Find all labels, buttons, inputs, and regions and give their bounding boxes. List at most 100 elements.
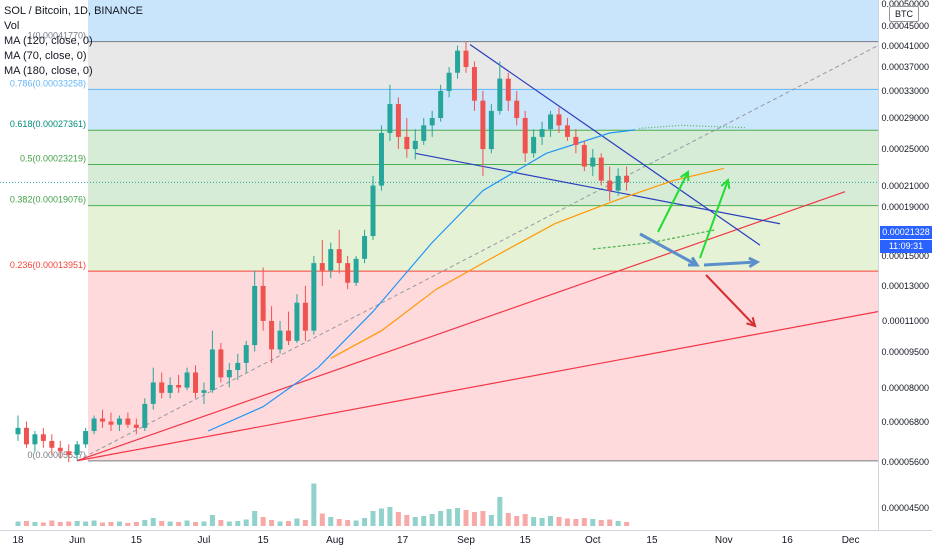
red-arrow-down [705, 274, 757, 328]
volume-bar [302, 520, 308, 526]
wedge-lower-line [414, 152, 781, 225]
volume-bar [362, 518, 368, 526]
candle-body [370, 185, 376, 237]
candle-body [514, 100, 520, 119]
candle-body [83, 431, 89, 445]
candle-body [497, 78, 503, 111]
fib-band [88, 205, 878, 272]
volume-bar [446, 509, 452, 526]
volume-bar [184, 520, 190, 526]
volume-bar [285, 521, 291, 526]
legend-vol[interactable]: Vol [4, 20, 20, 32]
blue-arrow-down-shaft [639, 232, 698, 267]
volume-bar [353, 520, 359, 526]
candle-body [429, 118, 435, 126]
chart-area[interactable]: 1(0.00041770) 0.786(0.00033258) 0.618(0.00… [0, 0, 878, 530]
time-tick-label: 16 [781, 535, 793, 546]
candle-body [505, 78, 511, 101]
candle-body [564, 125, 570, 137]
volume-bar [412, 517, 418, 526]
volume-bar [345, 520, 351, 526]
candle-body [176, 384, 182, 388]
volume-bar [235, 521, 241, 526]
candle-body [209, 349, 215, 391]
volume-bar [32, 522, 38, 526]
candle-body [471, 67, 477, 101]
fib-band-top [88, 0, 878, 42]
candle-body [581, 144, 587, 167]
candle-body [319, 263, 325, 271]
wedge-upper-line [469, 44, 761, 246]
candle-body [438, 90, 444, 119]
candle-body [100, 418, 106, 422]
volume-bar [252, 511, 258, 526]
candle-body [150, 382, 156, 404]
price-tick-label: 0.00029000 [881, 113, 929, 123]
volume-bar [176, 522, 182, 526]
candle-body [548, 114, 554, 130]
volume-bar [556, 517, 562, 526]
legend-ma120[interactable]: MA (120, close, 0) [4, 35, 93, 47]
support-trendline-lower [77, 311, 878, 462]
time-tick-label: Oct [585, 535, 601, 546]
price-tick-label: 0.00019000 [881, 201, 929, 212]
ma180-line [592, 229, 716, 250]
legend-title[interactable]: SOL / Bitcoin, 1D, BINANCE [4, 5, 143, 17]
green-arrow-right-shaft [699, 179, 729, 259]
blue-arrow-right [703, 256, 761, 269]
fib-level-label: 0.236(0.00013951) [10, 260, 86, 270]
price-axis[interactable]: 0.00050000 0.00045000 0.00041000 0.00037000… [878, 0, 932, 530]
price-tick-label: 0.00045000 [881, 21, 929, 32]
volume-bar [607, 519, 613, 526]
volume-bar [100, 522, 106, 526]
price-tick-label: 0.00025000 [881, 144, 929, 155]
volume-bar [142, 520, 148, 526]
volume-bar [531, 517, 537, 526]
currency-badge[interactable]: BTC [889, 6, 919, 22]
candle-body [167, 384, 173, 393]
candle-body [133, 424, 139, 428]
volume-bar [328, 517, 334, 526]
volume-bar [404, 515, 410, 526]
candle-body [421, 125, 427, 141]
volume-bar [57, 522, 63, 526]
blue-arrow-right-head [748, 256, 761, 269]
time-axis[interactable]: 18 Jun 15 Jul 15 Aug 17 Sep 15 Oct 15 Nov 16 Dec [0, 530, 932, 551]
candle-body [269, 320, 275, 350]
candle-body [116, 418, 122, 425]
bar-countdown-label: 11:09:31 [880, 240, 932, 253]
volume-bar [74, 521, 80, 526]
candle-body [91, 418, 97, 432]
candle-body [446, 72, 452, 91]
fib-level-label: 0.382(0.00019076) [10, 195, 86, 205]
volume-bar [598, 520, 604, 526]
volume-bar [150, 518, 156, 526]
green-arrow-left-head [680, 170, 690, 182]
candle-body [243, 345, 249, 363]
price-tick-label: 0.00005600 [881, 457, 929, 468]
support-trendline-upper [76, 191, 846, 462]
legend-ma70[interactable]: MA (70, close, 0) [4, 50, 87, 62]
candle-body [607, 180, 613, 191]
legend-ma180[interactable]: MA (180, close, 0) [4, 65, 93, 77]
candle-body [590, 157, 596, 167]
volume-bar [133, 522, 139, 526]
volume-bar [581, 518, 587, 526]
volume-bar [83, 521, 89, 526]
price-tick-label: 0.00033000 [881, 85, 929, 96]
volume-bar [488, 515, 494, 526]
candle-body [285, 330, 291, 341]
ma120-projection [639, 124, 745, 129]
legend: SOL / Bitcoin, 1D, BINANCE Vol MA (120, … [4, 4, 143, 79]
volume-bar [615, 521, 621, 526]
fib-level-label: 0.5(0.00023219) [20, 154, 86, 164]
candle-body [235, 362, 241, 371]
candle-body [624, 175, 630, 183]
volume-bar [573, 519, 579, 526]
time-tick-label: Aug [326, 535, 344, 546]
volume-bar [497, 497, 503, 526]
candle-body [404, 136, 410, 150]
volume-bar [209, 515, 215, 526]
volume-bar [40, 522, 46, 526]
chart-svg: 1(0.00041770) 0.786(0.00033258) 0.618(0.00… [0, 0, 878, 526]
